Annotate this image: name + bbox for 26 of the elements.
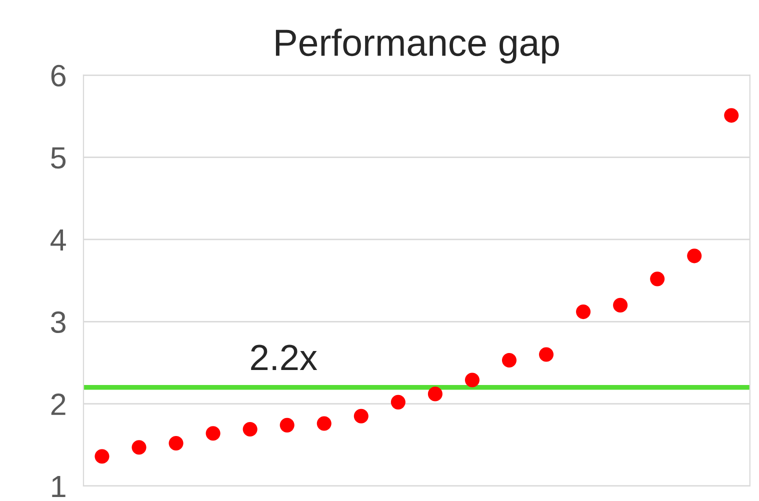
point	[316, 416, 332, 431]
point	[613, 298, 628, 312]
y-tick-label: 5	[51, 147, 66, 169]
y-tick-label: 6	[51, 64, 66, 87]
ref-line-label: 2.2x	[251, 344, 318, 370]
y-tick-label: 2	[51, 394, 66, 415]
point	[464, 372, 480, 388]
point	[390, 394, 406, 410]
point	[650, 272, 665, 286]
y-tick-label: 4	[50, 230, 66, 251]
point	[280, 418, 294, 432]
point	[576, 304, 591, 320]
point	[687, 248, 702, 264]
point	[724, 108, 739, 123]
point	[168, 436, 184, 451]
point	[354, 408, 368, 424]
point	[502, 352, 517, 368]
y-tick-label: 1	[52, 476, 66, 498]
point	[428, 386, 442, 402]
point	[206, 426, 220, 441]
chart-title: Performance gap	[276, 28, 559, 64]
point	[94, 449, 110, 464]
point	[132, 440, 146, 455]
point	[242, 422, 258, 437]
y-tick-label: 3	[50, 311, 66, 334]
point	[538, 347, 554, 362]
